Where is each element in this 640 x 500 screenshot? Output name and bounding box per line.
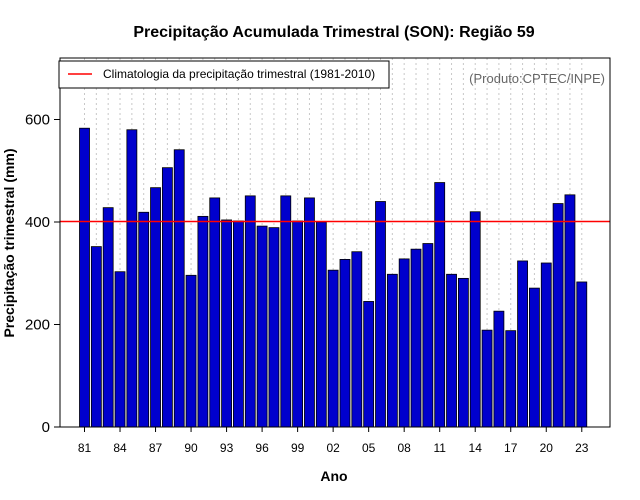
bar-2022 <box>564 194 576 428</box>
bar-2011 <box>434 182 446 428</box>
y-axis: 0 200 400 600 <box>25 112 60 436</box>
bar-1989 <box>173 149 185 428</box>
bar-1986 <box>138 211 150 428</box>
bar-2006 <box>375 201 386 428</box>
source-note: (Produto:CPTEC/INPE) <box>469 71 605 86</box>
bar-2000 <box>304 197 315 428</box>
bar-2019 <box>529 287 540 428</box>
bar-2023 <box>576 281 588 428</box>
x-tick-label: 17 <box>504 441 518 455</box>
bar-2016 <box>493 310 505 428</box>
bar-2020 <box>540 262 552 428</box>
bar-2003 <box>339 259 351 428</box>
x-axis-title: Ano <box>320 468 347 484</box>
x-tick-label: 87 <box>149 441 163 455</box>
y-tick-label: 600 <box>25 112 50 129</box>
bar-1982 <box>90 246 102 428</box>
x-tick-label: 11 <box>433 441 446 455</box>
bar-1991 <box>197 215 209 428</box>
x-tick-label: 96 <box>255 441 269 455</box>
y-tick-label: 400 <box>25 214 50 231</box>
bar-1997 <box>268 227 280 428</box>
x-axis: 81 84 87 90 93 96 99 02 05 08 11 14 17 20 23 <box>78 427 589 455</box>
x-tick-label: 93 <box>220 441 234 455</box>
x-tick-label: 23 <box>575 441 589 455</box>
grid-lines <box>84 58 583 427</box>
plot-frame <box>59 57 611 428</box>
bar-2017 <box>505 330 517 428</box>
bar-2008 <box>398 258 410 428</box>
bar-2010 <box>422 243 434 428</box>
x-tick-label: 90 <box>184 441 198 455</box>
bar-1985 <box>126 129 138 428</box>
bar-2007 <box>386 273 398 428</box>
bar-1984 <box>114 271 126 428</box>
legend: Climatologia da precipitação trimestral … <box>58 60 390 89</box>
x-tick-label: 14 <box>469 441 483 455</box>
bar-2004 <box>351 251 363 428</box>
bar-1992 <box>209 197 221 428</box>
bar-2018 <box>517 260 528 428</box>
bar-2001 <box>315 221 327 428</box>
bar-1983 <box>102 207 114 428</box>
legend-box <box>58 60 390 89</box>
x-tick-label: 08 <box>398 441 412 455</box>
bar-1995 <box>244 195 256 428</box>
chart-title: Precipitação Acumulada Trimestral (SON):… <box>133 24 534 41</box>
bar-1988 <box>161 167 173 428</box>
bar-2015 <box>481 329 493 428</box>
legend-label: Climatologia da precipitação trimestral … <box>103 67 375 81</box>
bar-2014 <box>469 211 481 428</box>
x-tick-label: 05 <box>362 441 376 455</box>
bar-2012 <box>446 273 457 428</box>
bar-2013 <box>457 277 469 428</box>
bar-1990 <box>185 274 197 428</box>
x-tick-label: 20 <box>540 441 554 455</box>
x-tick-label: 84 <box>113 441 127 455</box>
bar-1994 <box>233 220 244 428</box>
bar-1987 <box>150 187 161 428</box>
x-tick-label: 02 <box>326 441 340 455</box>
bar-1996 <box>256 225 268 428</box>
y-tick-label: 200 <box>25 317 50 334</box>
bar-2002 <box>327 269 339 428</box>
bar-1993 <box>221 219 232 428</box>
bar-1999 <box>292 220 304 428</box>
x-tick-label: 99 <box>291 441 305 455</box>
x-tick-label: 81 <box>78 441 92 455</box>
bar-2005 <box>363 301 375 428</box>
bar-1998 <box>280 195 292 428</box>
y-axis-title: Precipitação trimestral (mm) <box>1 148 17 337</box>
bar-2009 <box>410 248 422 428</box>
bar-1981 <box>79 127 90 428</box>
y-tick-label: 0 <box>42 419 50 436</box>
bars <box>79 127 588 428</box>
bar-2021 <box>552 203 564 428</box>
